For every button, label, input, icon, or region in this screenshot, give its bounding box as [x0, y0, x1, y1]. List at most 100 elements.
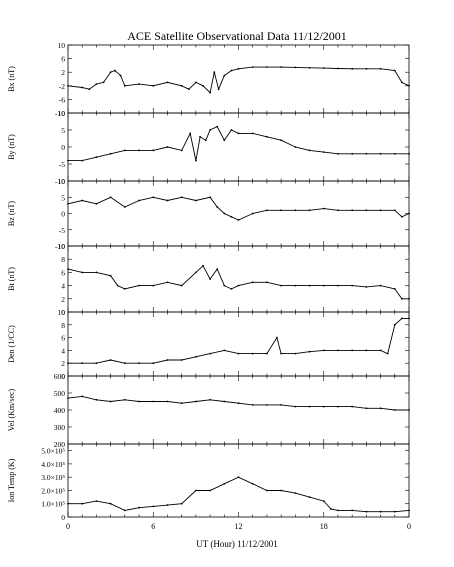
- y-tick-label: 5: [61, 193, 65, 202]
- data-point: [280, 209, 282, 212]
- data-point: [166, 146, 169, 148]
- data-point: [237, 132, 240, 135]
- data-point: [152, 84, 155, 87]
- y-tick-label: 5.0×10⁵: [41, 447, 65, 456]
- data-point: [67, 202, 69, 205]
- data-point: [408, 152, 410, 155]
- data-point: [266, 281, 268, 284]
- data-point: [114, 69, 116, 72]
- data-point: [95, 202, 98, 205]
- data-point: [123, 288, 126, 290]
- data-point: [109, 502, 112, 505]
- y-tick-label: 0: [61, 308, 65, 317]
- data-point: [408, 509, 410, 512]
- data-point: [408, 409, 410, 411]
- data-point: [81, 199, 84, 202]
- data-point: [308, 496, 311, 498]
- y-tick-label: 0: [61, 143, 65, 152]
- y-tick-label: 400: [54, 406, 66, 415]
- x-tick-label: 0: [66, 522, 70, 531]
- series-line: [68, 126, 409, 162]
- data-point: [251, 404, 254, 406]
- data-point: [204, 139, 207, 142]
- data-point: [119, 74, 122, 77]
- data-point: [330, 508, 332, 510]
- y-tick-label: 0: [61, 210, 65, 219]
- data-point: [379, 152, 382, 155]
- data-point: [351, 152, 354, 155]
- data-point: [109, 71, 112, 74]
- data-point: [202, 264, 204, 267]
- y-axis-label: Den (1/CC): [7, 325, 16, 363]
- data-point: [337, 67, 339, 70]
- data-point: [365, 510, 368, 513]
- data-point: [223, 400, 226, 403]
- data-point: [67, 268, 69, 270]
- x-axis-label: UT (Hour) 11/12/2001: [196, 539, 278, 549]
- data-point: [81, 271, 84, 274]
- data-point: [180, 84, 183, 87]
- data-point: [123, 206, 126, 208]
- data-point: [351, 67, 354, 70]
- data-point: [365, 286, 368, 288]
- data-point: [294, 492, 297, 494]
- data-point: [109, 400, 112, 403]
- data-point: [294, 352, 297, 355]
- data-point: [95, 83, 98, 85]
- data-point: [180, 284, 183, 287]
- x-tick-label: 0: [407, 522, 411, 531]
- data-point: [166, 199, 169, 202]
- data-point: [266, 352, 268, 355]
- data-point: [123, 398, 126, 401]
- panel-frame: [67, 112, 410, 182]
- data-point: [195, 489, 197, 492]
- data-point: [166, 281, 169, 284]
- data-point: [379, 349, 382, 352]
- data-point: [408, 84, 410, 87]
- data-point: [209, 278, 212, 280]
- data-point: [251, 212, 254, 215]
- data-point: [123, 362, 126, 365]
- y-tick-label: 10: [58, 308, 66, 317]
- data-point: [322, 349, 325, 352]
- y-tick-label: 10: [58, 109, 66, 118]
- data-point: [230, 215, 233, 218]
- panel-frame: [67, 311, 410, 377]
- data-point: [294, 209, 297, 212]
- data-point: [166, 400, 169, 403]
- data-point: [123, 84, 126, 87]
- y-tick-label: -6: [59, 95, 65, 104]
- data-point: [280, 489, 282, 492]
- data-point: [251, 482, 254, 485]
- data-point: [276, 336, 278, 339]
- data-point: [393, 152, 396, 155]
- data-point: [280, 139, 282, 142]
- data-point: [88, 88, 91, 91]
- data-point: [401, 81, 403, 84]
- data-point: [266, 209, 268, 212]
- data-point: [195, 271, 197, 274]
- data-point: [67, 502, 69, 505]
- data-point: [138, 199, 140, 202]
- data-point: [401, 215, 403, 218]
- data-point: [67, 362, 69, 365]
- data-point: [401, 297, 403, 300]
- data-point: [401, 317, 403, 320]
- data-point: [209, 91, 212, 94]
- data-point: [237, 402, 240, 405]
- data-point: [386, 352, 389, 355]
- data-point: [152, 284, 155, 287]
- data-point: [379, 284, 382, 287]
- y-tick-label: -10: [55, 109, 65, 118]
- data-point: [180, 359, 183, 361]
- data-point: [365, 152, 368, 155]
- data-point: [195, 81, 197, 84]
- data-point: [138, 284, 140, 287]
- series-line: [67, 66, 410, 94]
- data-point: [365, 349, 368, 352]
- y-axis-label: Bx (nT): [7, 66, 16, 92]
- y-tick-label: 6: [61, 334, 65, 343]
- data-point: [308, 405, 311, 408]
- x-tick-label: 12: [235, 522, 243, 531]
- data-point: [195, 159, 197, 162]
